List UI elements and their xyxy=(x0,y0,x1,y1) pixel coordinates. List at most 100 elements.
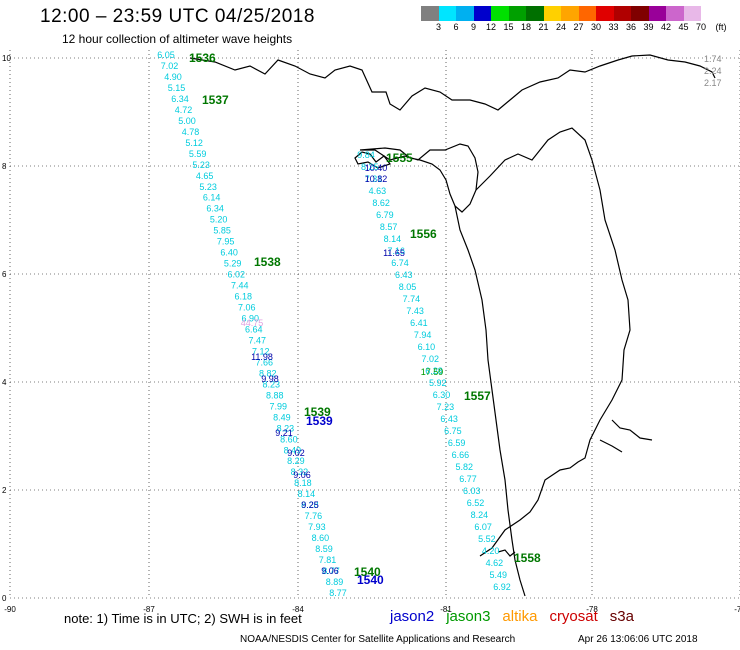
wave-height-value: 6.14 xyxy=(203,193,221,203)
legend-label: 70 xyxy=(695,22,707,32)
wave-height-value: 8.49 xyxy=(284,445,302,455)
legend-label: (ft) xyxy=(715,22,727,32)
wave-height-highlight: 44.75 xyxy=(241,318,264,328)
wave-height-value: 5.52 xyxy=(478,534,496,544)
wave-height-value: 7.93 xyxy=(308,522,326,532)
orbit-number: 1558 xyxy=(514,551,541,565)
legend-swatch xyxy=(421,6,439,21)
wave-height-value: 7.31 xyxy=(365,174,383,184)
wave-height-value: 8.32 xyxy=(291,467,309,477)
orbit-number: 1538 xyxy=(254,255,281,269)
orbit-number: 1539 xyxy=(306,414,333,428)
page-subtitle: 12 hour collection of altimeter wave hei… xyxy=(62,32,293,46)
wave-height-value: 4.78 xyxy=(182,127,200,137)
y-tick-label: 2 xyxy=(2,486,7,495)
wave-height-value: 6.90 xyxy=(241,314,259,324)
wave-height-highlight: 11.98 xyxy=(251,352,273,362)
wave-height-value: 8.77 xyxy=(329,588,347,598)
wave-height-value: 6.64 xyxy=(245,324,263,334)
wave-height-value: 5.82 xyxy=(455,462,473,472)
orbit-number: 1539 xyxy=(304,405,331,419)
wave-height-highlight: 9.06 xyxy=(293,470,311,480)
legend-swatch xyxy=(683,6,701,21)
x-tick-label: -75 xyxy=(734,605,740,614)
wave-height-value: 8.25 xyxy=(361,162,379,172)
wave-height-value: 6.30 xyxy=(433,390,451,400)
coastline-keys xyxy=(497,549,516,557)
legend-label: 33 xyxy=(608,22,619,32)
coastline-florida-west xyxy=(359,143,479,213)
wave-height-value: 4.72 xyxy=(175,105,193,115)
color-legend xyxy=(421,6,701,22)
y-tick-label: 4 xyxy=(2,378,7,387)
wave-height-value: 8.24 xyxy=(471,510,489,520)
x-tick-label: -84 xyxy=(292,605,304,614)
y-tick-label: 8 xyxy=(2,162,7,171)
wave-height-value: 5.85 xyxy=(213,226,231,236)
page-title: 12:00 – 23:59 UTC 04/25/2018 xyxy=(40,6,315,27)
wave-height-value: 7.94 xyxy=(414,330,432,340)
wave-height-value: 6.75 xyxy=(444,426,462,436)
wave-height-highlight: 17.59 xyxy=(421,367,444,377)
wave-height-value: 5.29 xyxy=(224,259,242,269)
wave-height-value: 7.12 xyxy=(252,346,270,356)
wave-height-value: 6.43 xyxy=(440,414,458,424)
legend-swatch xyxy=(508,6,526,21)
coastline xyxy=(189,54,716,597)
wave-height-value: 4.90 xyxy=(164,72,182,82)
satellite-cryosat: cryosat xyxy=(549,608,598,625)
wave-height-value: 7.66 xyxy=(256,357,274,367)
legend-label: 24 xyxy=(555,22,567,32)
wave-height-value: 5.23 xyxy=(192,160,210,170)
wave-height-value: 4.65 xyxy=(196,171,214,181)
coastline-us-gulf xyxy=(189,54,716,111)
coastline-chesapeake xyxy=(611,419,653,441)
wave-height-value: 8.49 xyxy=(273,412,291,422)
x-tick-label: -90 xyxy=(4,605,16,614)
wave-height-value: 8.14 xyxy=(384,234,402,244)
orbit-number: 1540 xyxy=(357,573,384,587)
wave-height-value: 7.16 xyxy=(387,246,405,256)
coastline-delaware xyxy=(599,439,623,453)
wave-height-value: 7.74 xyxy=(403,294,421,304)
wave-height-value: 8.82 xyxy=(259,368,277,378)
wave-height-value: 8.28 xyxy=(301,500,319,510)
wave-height-value: 6.43 xyxy=(395,270,413,280)
wave-height-value: 8.23 xyxy=(277,423,295,433)
wave-height-value: 5.59 xyxy=(189,149,207,159)
wave-height-value: 4.63 xyxy=(369,186,387,196)
wave-height-value: 4.20 xyxy=(482,546,500,556)
legend-swatch xyxy=(561,6,579,21)
wave-height-value: 8.62 xyxy=(372,198,390,208)
legend-swatch xyxy=(491,6,509,21)
legend-label: 9 xyxy=(470,22,477,32)
wave-height-value: 6.07 xyxy=(474,522,492,532)
wave-height-value: 5.20 xyxy=(210,215,228,225)
wave-height-value: 5.12 xyxy=(185,138,203,148)
coastline-florida-peninsula xyxy=(454,205,526,597)
wave-height-value: 8.18 xyxy=(294,478,312,488)
legend-label: 45 xyxy=(678,22,689,32)
wave-height-value: 8.59 xyxy=(315,544,333,554)
wave-height-value: 8.60 xyxy=(312,533,330,543)
wave-height-value: 8.89 xyxy=(326,577,344,587)
wave-height-value: 7.02 xyxy=(421,354,439,364)
orbit-number: 1536 xyxy=(189,51,216,65)
wave-height-value: 6.34 xyxy=(171,94,189,104)
track-annotations: 44.7511.989.989.219.029.069.259.0610.401… xyxy=(189,51,722,587)
wave-height-highlight: 9.98 xyxy=(261,374,279,384)
legend-swatch xyxy=(526,6,544,21)
x-tick-label: -81 xyxy=(440,605,452,614)
y-tick-label: 6 xyxy=(2,270,7,279)
wave-height-value: 6.10 xyxy=(418,342,436,352)
wave-height-value: 7.23 xyxy=(437,402,455,412)
satellite-legend: jason2 jason3 altika cryosat s3a xyxy=(390,608,646,625)
map-grid: -90 -87 -84 -81 -78 -75 10 8 6 4 2 0 xyxy=(2,50,740,614)
wave-height-value: 7.99 xyxy=(270,401,288,411)
satellite-jason3: jason3 xyxy=(446,608,491,625)
satellite-s3a: s3a xyxy=(609,608,634,625)
wave-height-value: 6.18 xyxy=(234,292,252,302)
wave-height-value: 8.29 xyxy=(287,456,305,466)
legend-swatch xyxy=(596,6,614,21)
wave-height-value: 6.40 xyxy=(220,248,238,258)
